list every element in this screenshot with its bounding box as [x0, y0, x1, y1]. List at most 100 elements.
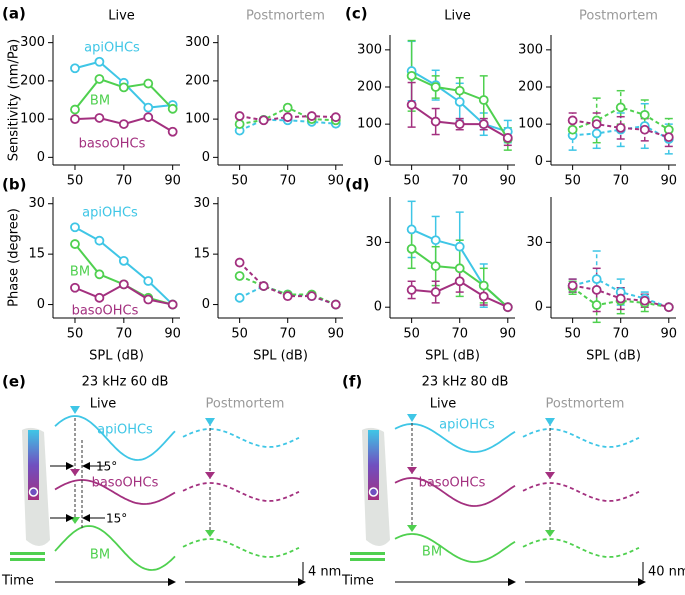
arrow-head	[70, 469, 80, 476]
data-point	[430, 261, 441, 272]
panel-label: (f)	[342, 373, 362, 391]
data-point	[615, 102, 626, 113]
data-point	[94, 113, 105, 123]
subplot-title: Postmortem	[246, 9, 325, 24]
arrow-head	[545, 418, 555, 426]
data-point	[615, 293, 626, 304]
x-tick-label: 70	[116, 174, 133, 189]
x-tick-label: 70	[612, 327, 629, 342]
phase-label: 15°	[106, 512, 127, 526]
data-point	[406, 224, 417, 235]
y-tick-label: 300	[518, 42, 543, 57]
y-tick-label: 300	[185, 35, 210, 50]
x-tick-label: 50	[564, 327, 581, 342]
y-tick-label: 200	[185, 73, 210, 88]
arrow-head	[407, 414, 417, 422]
live-label: Live	[90, 397, 117, 412]
data-point	[167, 299, 178, 310]
subplot-title: Live	[108, 9, 135, 24]
y-tick-label: 0	[374, 154, 382, 169]
x-tick-label: 90	[500, 327, 517, 342]
arrow-head	[407, 525, 417, 532]
data-point	[118, 119, 129, 129]
wave	[182, 538, 300, 558]
data-point	[330, 112, 341, 123]
x-tick-label: 90	[164, 327, 181, 342]
series-label: basoOHCs	[79, 137, 146, 152]
data-point	[234, 271, 245, 281]
subplot-title: Live	[444, 9, 471, 24]
data-point	[234, 111, 245, 121]
arrow-head	[205, 472, 215, 479]
wave	[54, 415, 176, 461]
data-point	[94, 56, 105, 67]
data-point	[502, 132, 513, 143]
x-tick-label: 50	[231, 174, 248, 189]
y-tick-label: 0	[374, 300, 382, 315]
y-tick-label: 0	[535, 154, 543, 169]
nucleus	[28, 487, 39, 497]
y-tick-label: 200	[20, 73, 45, 88]
panel-label: (d)	[345, 176, 369, 194]
bm-bar	[10, 552, 45, 555]
wave-label: BM	[90, 548, 110, 563]
data-point	[118, 255, 129, 266]
error-bar	[616, 115, 625, 140]
wave	[54, 479, 176, 505]
x-tick-label: 90	[328, 174, 345, 189]
postmortem-label: Postmortem	[546, 397, 625, 412]
data-point	[615, 122, 626, 133]
y-tick-label: 200	[357, 80, 382, 95]
wave-label: apiOHCs	[439, 418, 495, 433]
bm-bar	[10, 558, 45, 561]
data-point	[591, 285, 602, 295]
arrow-head	[205, 530, 215, 537]
x-tick-label: 90	[661, 327, 678, 342]
y-tick-label: 15	[193, 247, 210, 262]
y-tick-label: 100	[357, 117, 382, 132]
postmortem-label: Postmortem	[206, 397, 285, 412]
time-label: Time	[341, 574, 374, 589]
x-tick-label: 50	[67, 174, 84, 189]
y-tick-label: 30	[365, 235, 382, 250]
y-tick-label: 0	[535, 300, 543, 315]
phase-label: 15°	[96, 460, 117, 474]
data-point	[143, 294, 154, 305]
data-point	[430, 287, 441, 297]
x-tick-label: 50	[564, 174, 581, 189]
data-point	[454, 276, 465, 287]
arrow-head	[205, 418, 215, 426]
x-tick-label: 90	[164, 174, 181, 189]
data-point	[118, 279, 129, 290]
panel-label: (a)	[2, 5, 26, 23]
data-point	[143, 78, 154, 89]
data-point	[454, 96, 465, 107]
x-tick-label: 90	[661, 174, 678, 189]
data-point	[502, 302, 513, 313]
data-point	[70, 114, 80, 125]
nucleus	[368, 487, 379, 497]
x-tick-label: 70	[612, 174, 629, 189]
x-axis-label: SPL (dB)	[253, 349, 308, 364]
data-point	[94, 269, 105, 280]
data-point	[591, 300, 602, 310]
data-point	[282, 291, 293, 302]
arrow-head	[545, 530, 555, 537]
x-tick-label: 50	[231, 327, 248, 342]
data-point	[639, 124, 650, 135]
x-tick-label: 50	[67, 327, 84, 342]
data-point	[478, 95, 489, 105]
hair-bundle	[368, 430, 379, 500]
data-point	[478, 291, 489, 302]
x-tick-label: 70	[451, 174, 468, 189]
data-point	[306, 291, 317, 302]
arrow-head	[407, 467, 417, 474]
data-point	[663, 302, 674, 313]
wave	[182, 428, 300, 448]
y-tick-label: 100	[20, 112, 45, 127]
hair-bundle	[28, 430, 39, 500]
wave	[182, 482, 300, 502]
data-point	[454, 85, 465, 96]
data-point	[258, 281, 269, 291]
